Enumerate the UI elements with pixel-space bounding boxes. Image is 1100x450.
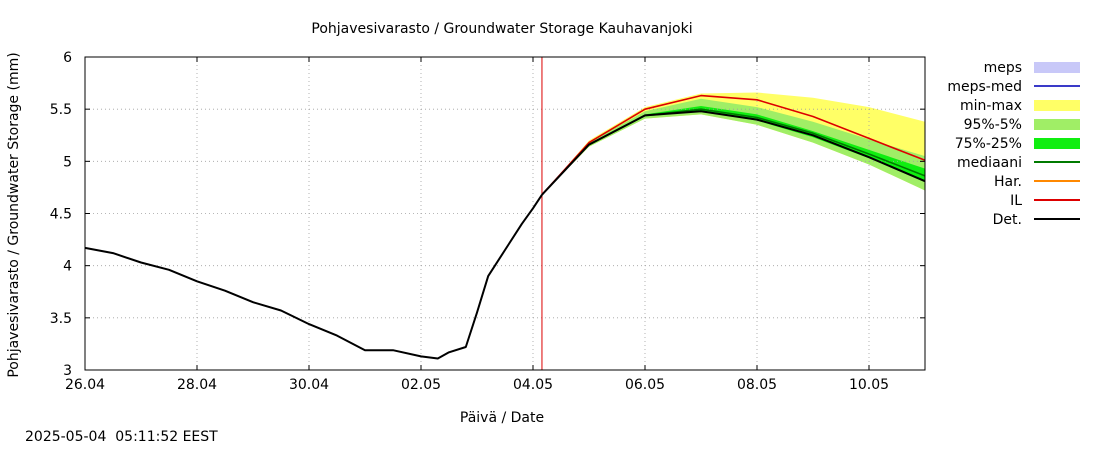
legend-swatch-meps (1034, 62, 1080, 73)
y-tick-label: 6 (63, 50, 72, 66)
y-tick-label: 3 (63, 363, 72, 379)
x-tick-label: 10.05 (849, 377, 889, 393)
series-lines (84, 94, 926, 360)
band-75-25 (542, 106, 925, 195)
legend-label-mediaani: mediaani (957, 155, 1022, 171)
axis-ticks: 26.04 28.04 30.04 02.05 04.05 06.05 08.05 10.05… (50, 50, 925, 393)
legend-label-min-max: min-max (960, 98, 1022, 114)
x-tick-label: 28.04 (177, 377, 217, 393)
x-tick-label: 30.04 (289, 377, 329, 393)
legend-label-har: Har. (994, 174, 1022, 190)
legend-label-det: Det. (993, 212, 1022, 228)
y-tick-label: 3.5 (50, 311, 72, 327)
legend-swatch-75-25 (1034, 138, 1080, 149)
x-tick-label: 02.05 (401, 377, 441, 393)
chart-grid (85, 57, 925, 370)
legend-label-95-5: 95%-5% (964, 117, 1022, 133)
x-tick-label: 26.04 (65, 377, 105, 393)
forecast-bands (542, 92, 925, 195)
y-tick-label: 5 (63, 154, 72, 170)
y-tick-label: 4 (63, 259, 72, 275)
x-tick-label: 06.05 (625, 377, 665, 393)
timestamp: 2025-05-04 05:11:52 EEST (25, 429, 218, 445)
y-tick-label: 5.5 (50, 102, 72, 118)
series-line-det-forecast (541, 110, 926, 196)
y-tick-label: 4.5 (50, 207, 72, 223)
legend-label-75-25: 75%-25% (955, 136, 1022, 152)
legend-label-meps: meps (984, 60, 1022, 76)
x-tick-label: 08.05 (737, 377, 777, 393)
legend-swatch-95-5 (1034, 119, 1080, 130)
y-axis-label: Pohjavesivarasto / Groundwater Storage (… (6, 52, 22, 377)
legend-label-meps-med: meps-med (947, 79, 1022, 95)
series-line-il (541, 94, 926, 196)
legend-label-il: IL (1010, 193, 1022, 209)
x-tick-label: 04.05 (513, 377, 553, 393)
chart-title: Pohjavesivarasto / Groundwater Storage K… (311, 21, 692, 37)
x-axis-label: Päivä / Date (460, 410, 544, 426)
series-line-det-observed (84, 194, 543, 360)
legend-swatch-min-max (1034, 100, 1080, 111)
chart-legend: meps meps-med min-max 95%-5% 75%-25% mediaani… (947, 60, 1080, 228)
